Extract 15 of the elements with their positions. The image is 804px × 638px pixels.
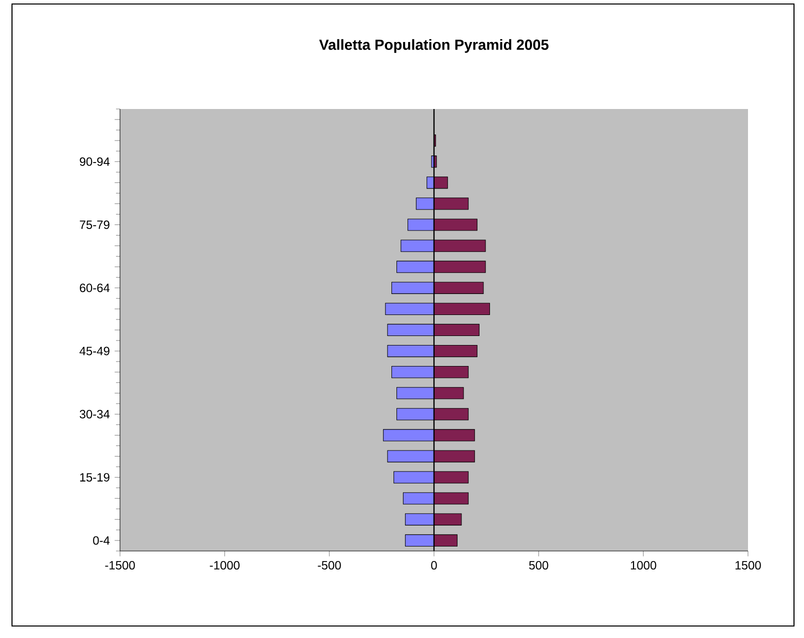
x-tick-label: 1000	[630, 561, 656, 570]
x-tick-label: -500	[318, 561, 341, 570]
x-tick-label: -1500	[105, 561, 135, 570]
y-tick-label: 75-79	[80, 220, 110, 230]
y-tick-label: 15-19	[80, 473, 110, 482]
x-tick-label: -1000	[210, 561, 240, 570]
chart-title: Valletta Population Pyramid 2005	[319, 39, 549, 53]
x-tick-label: 1500	[736, 561, 761, 570]
y-tick-label: 90-94	[80, 157, 110, 166]
y-tick-label: 60-64	[80, 284, 110, 292]
x-tick-label: 500	[529, 561, 548, 570]
y-tick-label: 45-49	[80, 346, 110, 356]
x-tick-label: 0	[431, 561, 437, 570]
y-tick-label: 0-4	[93, 536, 110, 545]
y-tick-label: 30-34	[80, 410, 110, 418]
